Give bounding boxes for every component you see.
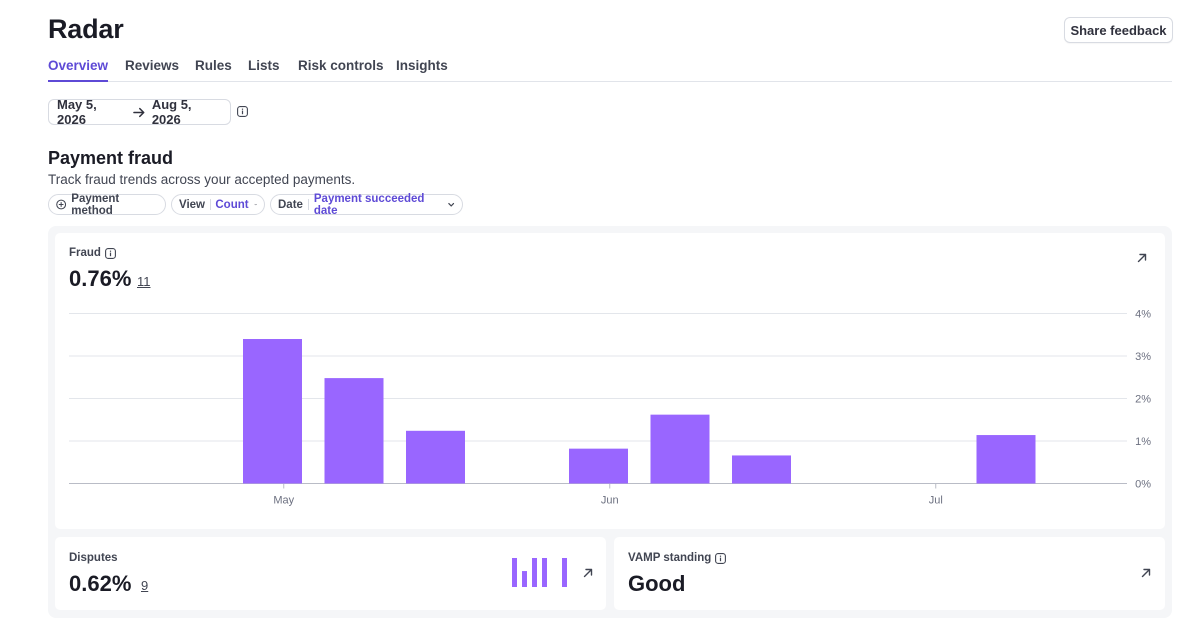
expand-arrow-icon[interactable]	[1140, 567, 1152, 579]
page-title: Radar	[48, 14, 124, 44]
payment-method-label: Payment method	[71, 192, 120, 217]
view-filter[interactable]: View Count	[171, 194, 265, 215]
disputes-label-text: Disputes	[69, 552, 118, 564]
fraud-bar-chart: 0% 1% 2% 3% 4% May Jun Jul	[69, 309, 1151, 507]
tab-lists[interactable]: Lists	[248, 58, 280, 73]
y-tick-label: 2%	[1135, 394, 1151, 406]
tab-risk-controls[interactable]: Risk controls	[298, 58, 384, 73]
fraud-bar[interactable]	[243, 339, 302, 484]
disputes-sparkline	[512, 558, 567, 587]
fraud-bar[interactable]	[569, 448, 628, 484]
fraud-bar[interactable]	[406, 430, 465, 484]
section-title: Payment fraud	[48, 148, 174, 168]
y-tick-label: 4%	[1135, 309, 1151, 321]
tab-bar: Overview Reviews Rules Lists Risk contro…	[48, 56, 1172, 82]
chevron-down-icon	[447, 202, 454, 207]
disputes-count-link[interactable]: 9	[141, 578, 149, 593]
fraud-label-text: Fraud	[69, 247, 101, 259]
vamp-label: VAMP standing	[628, 552, 727, 564]
x-tick-label: May	[273, 495, 294, 507]
date-filter[interactable]: Date Payment succeeded date	[270, 192, 463, 217]
tab-rules[interactable]: Rules	[195, 58, 232, 73]
fraud-count-link[interactable]: 11	[137, 274, 151, 289]
disputes-rate-value: 0.62%	[69, 571, 132, 596]
fraud-bar[interactable]	[650, 414, 710, 484]
y-tick-label: 3%	[1135, 351, 1151, 363]
view-value: Count	[215, 198, 249, 211]
share-feedback-button[interactable]: Share feedback	[1064, 17, 1173, 43]
view-label: View	[179, 198, 205, 211]
tab-overview[interactable]: Overview	[48, 58, 109, 82]
date-range-start: May 5, 2026	[57, 97, 97, 127]
date-range-end: Aug 5, 2026	[151, 97, 192, 127]
section-subtitle: Track fraud trends across your accepted …	[48, 172, 356, 187]
arrow-right-icon	[133, 107, 145, 117]
sparkline-bar	[522, 571, 527, 587]
fraud-bar[interactable]	[324, 378, 384, 484]
x-tick-label: Jun	[601, 495, 619, 507]
expand-arrow-icon[interactable]	[1136, 252, 1148, 264]
info-icon[interactable]	[105, 247, 116, 259]
filter-divider	[307, 199, 309, 210]
plus-circle-icon	[56, 199, 67, 210]
sparkline-bar	[562, 558, 567, 587]
date-label: Date	[278, 198, 303, 211]
fraud-bar[interactable]	[976, 435, 1036, 484]
tab-reviews[interactable]: Reviews	[125, 58, 180, 73]
expand-arrow-icon[interactable]	[582, 567, 594, 579]
fraud-rate-value: 0.76%	[69, 266, 132, 291]
vamp-card[interactable]	[614, 537, 1165, 610]
chevron-down-icon	[254, 203, 257, 206]
date-value: Payment succeeded date	[313, 192, 425, 217]
info-icon[interactable]	[237, 106, 248, 117]
sparkline-bar	[532, 558, 537, 587]
fraud-bar[interactable]	[732, 455, 791, 484]
x-tick-label: Jul	[929, 495, 943, 507]
fraud-label: Fraud	[69, 247, 116, 259]
tab-insights[interactable]: Insights	[396, 58, 448, 73]
y-tick-label: 0%	[1135, 479, 1151, 491]
sparkline-bar	[542, 558, 547, 587]
y-tick-label: 1%	[1135, 436, 1151, 448]
vamp-label-text: VAMP standing	[628, 552, 712, 564]
disputes-label: Disputes	[69, 552, 118, 564]
payment-method-filter[interactable]: Payment method	[48, 192, 166, 217]
sparkline-bar	[512, 558, 517, 587]
info-icon[interactable]	[715, 552, 727, 564]
date-range-picker[interactable]: May 5, 2026 Aug 5, 2026	[48, 97, 231, 127]
vamp-standing-value: Good	[628, 571, 686, 596]
